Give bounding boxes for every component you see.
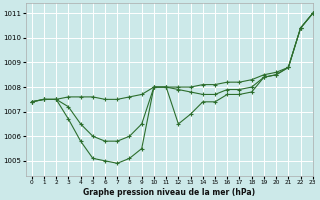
X-axis label: Graphe pression niveau de la mer (hPa): Graphe pression niveau de la mer (hPa) (83, 188, 255, 197)
